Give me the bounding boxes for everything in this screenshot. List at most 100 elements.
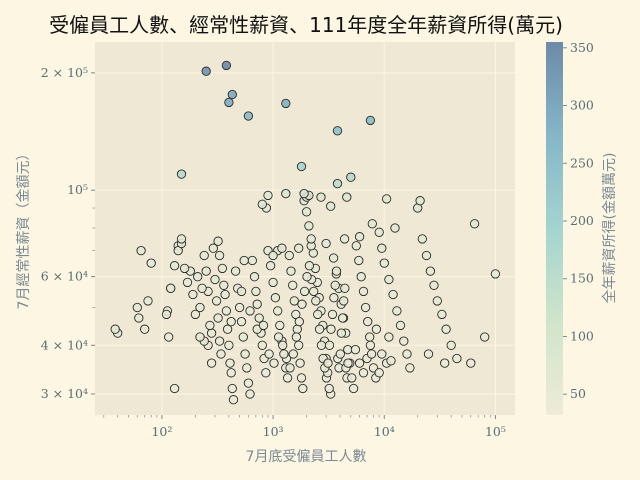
scatter-point [278, 340, 288, 350]
scatter-point [371, 324, 382, 334]
y-tick-label: 2 × 10⁵ [41, 65, 88, 80]
scatter-point [110, 324, 120, 334]
scatter-point [265, 261, 276, 271]
scatter-point [206, 358, 217, 368]
y-tick-label: 6 × 10⁴ [41, 269, 88, 284]
chart-title: 受僱員工人數、經常性薪資、111年度全年薪資所得(萬元) [49, 13, 563, 37]
scatter-point [226, 368, 236, 378]
scatter-point [354, 255, 364, 266]
scatter-point [332, 126, 343, 136]
x-tick-label: 10² [151, 424, 172, 439]
scatter-point [327, 309, 338, 320]
scatter-point [213, 236, 223, 246]
scatter-point [386, 356, 396, 366]
scatter-point [304, 261, 315, 271]
scatter-point [294, 316, 304, 327]
scatter-point [221, 60, 232, 71]
scatter-point [247, 255, 257, 266]
colorbar-tick-label: 200 [570, 213, 594, 228]
colorbar-ticks: 50 100 150 200 250 300 350 [563, 40, 594, 401]
scatter-point [350, 344, 361, 355]
scatter-point [254, 313, 264, 323]
y-axis-label: 7月經常性薪資（金額元） [16, 147, 32, 310]
scatter-point [469, 219, 480, 229]
scatter-point [490, 269, 501, 279]
scatter-point [236, 286, 247, 297]
scatter-point [146, 258, 156, 268]
scatter-point [195, 302, 205, 313]
scatter-point [330, 280, 340, 290]
scatter-point [298, 383, 308, 394]
scatter-point [437, 309, 447, 320]
x-tick-label: 10⁴ [374, 424, 395, 439]
scatter-point [399, 336, 409, 346]
scatter-point [323, 358, 333, 368]
grid-lines [95, 42, 515, 415]
scatter-point [328, 253, 339, 263]
scatter-point [405, 363, 415, 373]
scatter-point [284, 250, 294, 261]
scatter-point [273, 306, 283, 316]
colorbar-tick-label: 350 [570, 40, 594, 55]
scatter-point [216, 349, 226, 359]
scatter-point [339, 296, 349, 306]
scatter-point [329, 293, 339, 303]
scatter-point [336, 328, 347, 338]
scatter-point [342, 192, 352, 202]
scatter-point [381, 194, 392, 204]
scatter-point [429, 280, 439, 290]
scatter-point [331, 266, 342, 276]
scatter-point [268, 250, 278, 261]
scatter-point [296, 373, 307, 383]
scatter-point [270, 293, 281, 303]
scatter-point [304, 221, 314, 231]
scatter-point [425, 266, 436, 276]
scatter-point [466, 358, 476, 368]
scatter-point [402, 349, 412, 359]
scatter-point [258, 320, 269, 331]
scatter-point [314, 324, 325, 334]
scatter-point [340, 283, 350, 293]
scatter-point [354, 232, 365, 242]
scatter-point [179, 263, 190, 274]
x-axis-ticks: 10² 10³ 10⁴ 10⁵ [103, 415, 506, 439]
scatter-point [365, 340, 376, 350]
scatter-point [285, 363, 295, 373]
y-tick-label: 3 × 10⁴ [41, 386, 88, 401]
scatter-point [480, 332, 490, 342]
scatter-point [377, 243, 387, 253]
scatter-point [421, 250, 432, 261]
scatter-point [288, 349, 298, 359]
scatter-point [227, 89, 237, 100]
scatter-point [225, 358, 235, 368]
scatter-point [384, 332, 394, 342]
scatter-point [294, 340, 304, 350]
x-tick-label: 10³ [263, 424, 284, 439]
scatter-point [440, 358, 450, 368]
scatter-point [299, 286, 310, 297]
scatter-point [214, 250, 225, 261]
scatter-point [306, 234, 316, 244]
scatter-point [441, 324, 451, 334]
scatter-point [309, 286, 319, 297]
scatter-point [161, 309, 172, 320]
scatter-point [210, 274, 220, 285]
scatter-point [249, 272, 260, 282]
plot-area [95, 42, 515, 415]
scatter-point [346, 172, 356, 182]
scatter-point [294, 243, 304, 253]
scatter-point [182, 277, 193, 288]
scatter-point [236, 316, 247, 327]
scatter-point [281, 188, 291, 199]
scatter-point [415, 196, 425, 206]
scatter-point [395, 320, 406, 331]
scatter-point [339, 234, 350, 244]
scatter-point [292, 324, 302, 334]
scatter-point [252, 299, 262, 309]
colorbar-tick-label: 100 [570, 328, 594, 343]
scatter-point [243, 111, 254, 121]
scatter-point [176, 169, 187, 179]
scatter-point [365, 115, 376, 126]
scatter-point [143, 296, 153, 306]
x-tick-label: 10⁵ [485, 424, 506, 439]
